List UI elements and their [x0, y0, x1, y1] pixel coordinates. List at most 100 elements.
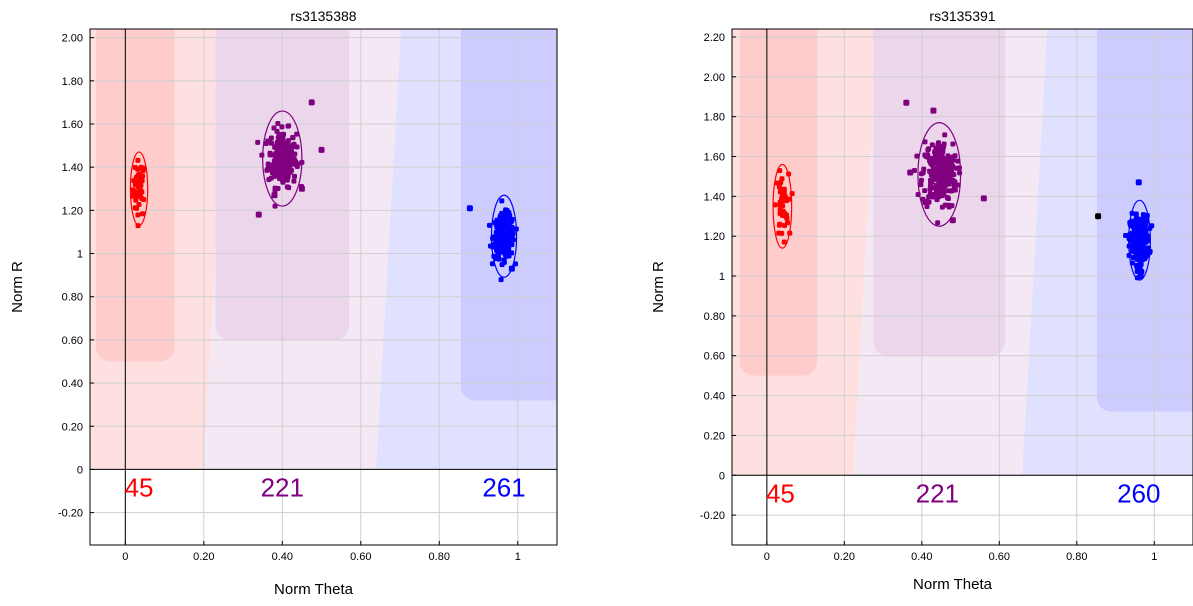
data-point — [919, 178, 924, 183]
data-point — [981, 195, 987, 201]
data-point — [509, 227, 514, 232]
data-point — [1137, 250, 1142, 255]
y-tick-label: 1 — [719, 271, 725, 283]
chart-1: 45 221 260-0.2000.200.400.600.8011.201.401… — [650, 8, 1193, 593]
unassigned-point — [1095, 213, 1101, 219]
data-point — [274, 156, 279, 161]
data-point — [288, 168, 293, 173]
x-axis-label: Norm Theta — [913, 576, 993, 593]
data-point — [259, 153, 264, 158]
data-point — [508, 240, 513, 245]
data-point — [285, 178, 290, 183]
data-point — [930, 108, 936, 114]
y-tick-label: 0.20 — [62, 421, 83, 433]
data-point — [1138, 239, 1143, 244]
y-tick-label: 2.00 — [62, 33, 83, 45]
data-point — [949, 203, 954, 208]
data-point — [948, 189, 953, 194]
cluster-count-label: 261 — [482, 472, 525, 502]
data-point — [945, 158, 950, 163]
data-point — [929, 179, 934, 184]
data-point — [1129, 238, 1134, 243]
data-point — [309, 99, 315, 105]
y-axis-label: Norm R — [650, 261, 667, 313]
data-point — [499, 277, 504, 282]
data-point — [280, 143, 285, 148]
data-point — [255, 140, 260, 145]
x-axis-label: Norm Theta — [274, 581, 354, 598]
cluster-region — [740, 19, 817, 376]
data-point — [299, 186, 305, 192]
data-point — [505, 234, 510, 239]
y-tick-label: -0.20 — [700, 510, 725, 522]
data-point — [504, 222, 509, 227]
data-point — [943, 174, 948, 179]
data-point — [1136, 179, 1142, 185]
x-tick-label: 0.60 — [989, 551, 1010, 563]
data-point — [947, 174, 952, 179]
data-point — [1139, 262, 1144, 267]
cluster-count-label: 260 — [1117, 478, 1160, 508]
chart-title: rs3135388 — [290, 8, 356, 24]
y-tick-label: 1.20 — [62, 205, 83, 217]
y-tick-label: 1.60 — [704, 152, 725, 164]
data-point — [136, 193, 141, 198]
x-tick-label: 0.20 — [834, 551, 855, 563]
data-point — [778, 207, 783, 212]
y-tick-label: 1.40 — [704, 191, 725, 203]
data-point — [135, 212, 140, 217]
data-point — [498, 249, 503, 254]
y-tick-label: 0.60 — [704, 351, 725, 363]
data-point — [319, 147, 325, 153]
data-point — [957, 170, 962, 175]
data-point — [957, 165, 962, 170]
data-point — [497, 227, 502, 232]
x-tick-label: 0.60 — [350, 551, 371, 563]
data-point — [781, 213, 786, 218]
data-point — [935, 220, 940, 225]
data-point — [782, 223, 787, 228]
data-point — [266, 161, 271, 166]
data-point — [133, 165, 138, 170]
data-point — [293, 162, 298, 167]
data-point — [924, 204, 929, 209]
data-point — [942, 132, 947, 137]
data-point — [275, 140, 280, 145]
x-tick-label: 0 — [764, 551, 770, 563]
data-point — [953, 153, 958, 158]
data-point — [790, 191, 795, 196]
data-point — [292, 174, 297, 179]
data-point — [286, 185, 291, 190]
y-tick-label: 0.40 — [62, 378, 83, 390]
cluster-count-label: 221 — [916, 478, 959, 508]
data-point — [775, 181, 780, 186]
data-point — [950, 164, 955, 169]
data-point — [256, 212, 262, 218]
data-point — [507, 213, 512, 218]
data-point — [495, 256, 500, 261]
plot-area: 45 221 261 — [90, 19, 577, 545]
data-point — [934, 166, 939, 171]
data-point — [1142, 256, 1147, 261]
y-tick-label: 0.80 — [704, 311, 725, 323]
x-tick-label: 1 — [1151, 551, 1157, 563]
y-tick-label: 0.20 — [704, 430, 725, 442]
data-point — [285, 146, 290, 151]
cluster-count-label: 45 — [766, 478, 795, 508]
data-point — [292, 157, 297, 162]
data-point — [141, 197, 146, 202]
data-point — [499, 198, 504, 203]
data-point — [275, 186, 280, 191]
data-point — [504, 217, 509, 222]
y-tick-label: 0 — [719, 470, 725, 482]
data-point — [922, 188, 927, 193]
data-point — [506, 253, 511, 258]
data-point — [930, 163, 935, 168]
data-point — [131, 188, 136, 193]
x-tick-label: 0.80 — [429, 551, 450, 563]
data-point — [287, 158, 292, 163]
data-point — [1123, 233, 1128, 238]
y-tick-label: 0.80 — [62, 292, 83, 304]
cluster-count-label: 221 — [261, 472, 304, 502]
data-point — [950, 142, 955, 147]
